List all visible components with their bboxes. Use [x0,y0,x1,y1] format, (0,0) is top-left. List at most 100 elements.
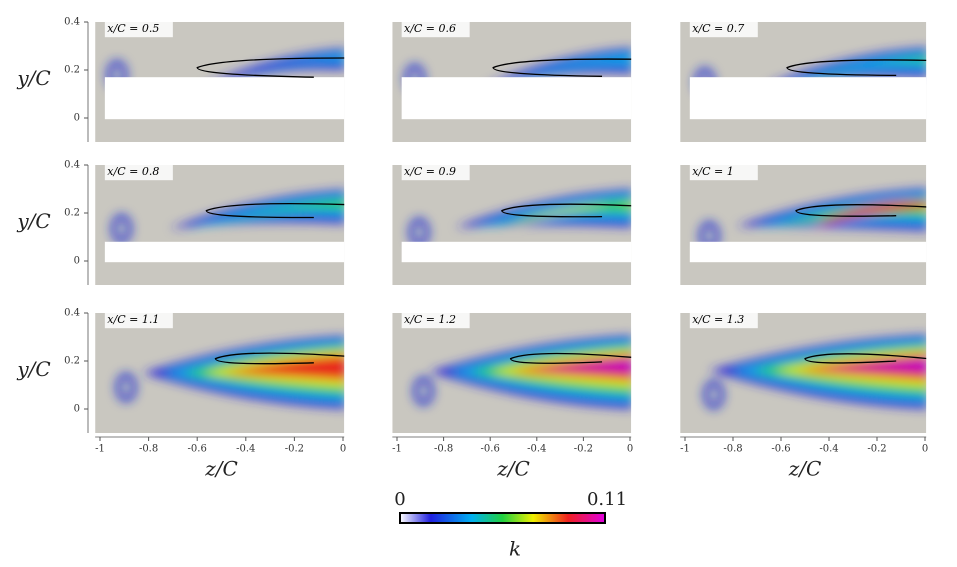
panel: x/C = 1.2 [392,312,632,433]
colorbar-max: 0.11 [587,489,627,510]
x-tick-label: 0 [340,444,346,455]
panel: x/C = 0.7 [680,21,927,142]
x-tick-label: -0.2 [574,444,593,455]
panel-field [392,165,632,285]
panel-background [95,165,345,285]
x-tick-label: 0 [627,444,633,455]
x-tick-label: -0.8 [139,444,158,455]
x-tick-label: -1 [392,444,402,455]
y-tick-label: 0.2 [64,356,80,367]
panel-label-box [401,21,470,38]
x-tick-label: -0.2 [285,444,304,455]
panel-label: x/C = 1 [692,165,734,178]
contour-line [205,202,345,219]
panel-field [392,313,632,433]
panel-label: x/C = 0.5 [107,22,159,35]
contour-line [214,352,345,365]
x-tick-label: -0.6 [481,444,500,455]
plate [689,241,927,263]
panel-label-box [689,164,758,181]
panel-label: x/C = 0.8 [107,165,159,178]
panel-label-box [104,21,173,38]
y-tick-label: 0 [74,113,80,124]
colorbar-min: 0 [394,489,405,510]
panel-label: x/C = 0.9 [404,165,456,178]
contour-line [795,204,927,217]
wake [703,334,927,410]
x-tick-label: -0.8 [434,444,453,455]
wake [408,189,632,247]
x-tick-label: 0 [922,444,928,455]
contour-line [786,59,927,77]
x-tick-label: -1 [680,444,690,455]
panel-label: x/C = 0.6 [404,22,456,35]
y-axis-label: y/C [16,209,50,233]
panel: x/C = 1.1 [95,312,345,433]
y-tick-label: 0 [74,404,80,415]
panel-label-box [689,21,758,38]
vortex [115,372,137,402]
x-tick-label: -0.2 [867,444,886,455]
y-tick-label: 0.4 [64,17,80,28]
y-tick-label: 0.2 [64,208,80,219]
colorbar [399,512,606,524]
x-tick-label: -0.8 [723,444,742,455]
x-tick-label: -0.6 [771,444,790,455]
y-tick-label: 0.4 [64,160,80,171]
vortex [703,380,725,410]
x-axis-label: z/C [496,457,530,481]
panel-field [95,165,345,285]
x-axis-label: z/C [204,457,238,481]
contour-line [196,57,345,78]
panel-field [680,165,927,285]
panel-label-box [401,312,470,329]
wake-level [211,53,345,90]
panel: x/C = 0.5 [95,21,345,142]
panel-label: x/C = 1.1 [107,313,159,326]
wake-level [204,199,345,229]
x-tick-label: -1 [95,444,105,455]
panel-label: x/C = 1.2 [404,313,456,326]
x-tick-label: -0.4 [819,444,838,455]
wake-level [817,358,927,373]
contour-line [501,203,632,218]
panel-field [680,22,927,142]
panel-field [95,313,345,433]
contour-line [492,58,632,77]
wake-level [222,355,345,381]
contour-line [804,353,927,364]
y-tick-label: 0 [74,256,80,267]
colorbar-label: k [509,537,521,561]
panel-label-box [104,312,173,329]
panel: x/C = 0.8 [95,164,345,285]
panel-label: x/C = 1.3 [692,313,744,326]
y-axis-label: y/C [16,66,50,90]
panel: x/C = 0.6 [392,21,632,142]
panel: x/C = 1.3 [680,312,927,433]
x-tick-label: -0.6 [188,444,207,455]
plate [104,77,345,120]
panel-field [95,22,345,142]
panel: x/C = 1 [680,164,927,285]
plate [401,77,632,120]
y-tick-label: 0.2 [64,65,80,76]
wake-level [529,359,632,373]
wake [111,189,345,244]
x-tick-label: -0.4 [527,444,546,455]
panel-label: x/C = 0.7 [692,22,744,35]
x-tick-label: -0.4 [236,444,255,455]
plate [104,241,345,263]
wake [413,335,632,409]
wake-level [496,52,632,88]
y-axis-label: y/C [16,357,50,381]
x-axis-label: z/C [788,457,822,481]
vortex [413,376,435,406]
vortex [111,214,133,244]
panel: x/C = 0.9 [392,164,632,285]
contour-line [509,352,632,364]
plate [689,77,927,120]
wake-level [779,52,927,87]
panel-field [392,22,632,142]
plate [401,241,632,263]
